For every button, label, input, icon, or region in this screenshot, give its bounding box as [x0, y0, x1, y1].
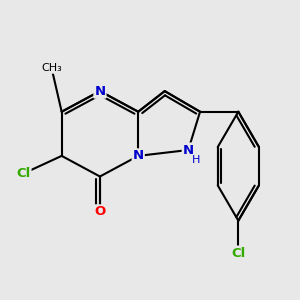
Text: H: H: [191, 155, 200, 165]
Text: CH₃: CH₃: [41, 63, 62, 73]
Text: N: N: [133, 149, 144, 162]
Text: O: O: [94, 205, 106, 218]
Text: Cl: Cl: [16, 167, 31, 180]
Text: N: N: [94, 85, 106, 98]
Text: N: N: [183, 143, 194, 157]
Text: Cl: Cl: [231, 247, 245, 260]
